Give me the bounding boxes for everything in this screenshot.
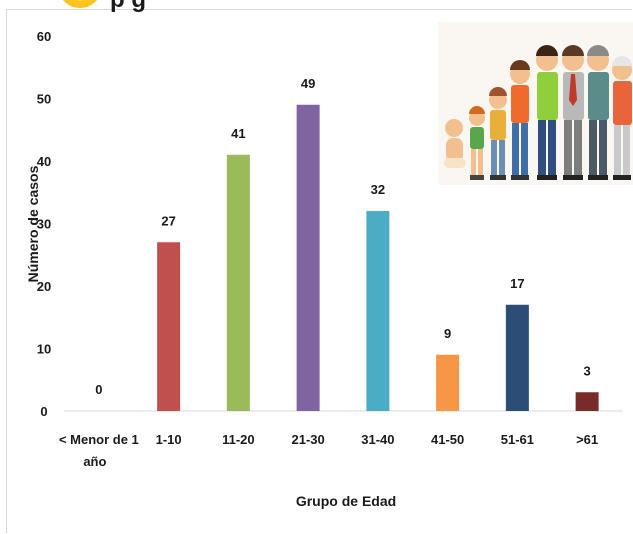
bar: [505, 304, 529, 411]
data-label: 27: [161, 213, 175, 228]
x-tick-label: 31-40: [361, 432, 394, 447]
data-label: 9: [444, 326, 451, 341]
x-tick-label: 1-10: [156, 432, 182, 447]
people-illustration: [438, 22, 633, 185]
y-axis-title: Número de casos: [25, 165, 41, 282]
bar: [366, 211, 390, 411]
cropped-title: p g: [110, 0, 146, 14]
bar: [226, 154, 250, 411]
data-label: 3: [584, 363, 591, 378]
data-label: 17: [510, 276, 524, 291]
y-tick-label: 20: [37, 279, 51, 294]
data-label: 0: [95, 382, 102, 397]
x-tick-label: >61: [576, 432, 598, 447]
y-tick-label: 0: [40, 404, 47, 419]
middle-aged-figure: [587, 45, 609, 180]
businessman-figure: [562, 45, 584, 180]
bar: [296, 104, 320, 411]
y-tick-label: 60: [37, 29, 51, 44]
data-label: 32: [371, 182, 385, 197]
bar: [575, 392, 599, 411]
x-tick-label: 41-50: [431, 432, 464, 447]
child-figure: [469, 106, 485, 180]
teen-figure: [510, 60, 530, 180]
x-tick-label: < Menor de 1 año: [59, 432, 139, 469]
y-tick-label: 30: [37, 217, 51, 232]
baby-figure: [444, 119, 466, 168]
elderly-figure: [612, 56, 632, 180]
data-label: 41: [231, 126, 245, 141]
x-tick-label: 21-30: [292, 432, 325, 447]
x-tick-label: 11-20: [222, 432, 255, 447]
adult-figure: [536, 45, 558, 180]
chart-area-border: [6, 9, 632, 533]
kid-figure: [489, 87, 507, 180]
x-axis-title: Grupo de Edad: [296, 493, 396, 509]
y-tick-label: 10: [37, 342, 51, 357]
data-label: 49: [301, 76, 315, 91]
bar: [157, 242, 181, 411]
bar: [436, 354, 460, 411]
sun-icon: [58, 0, 102, 8]
y-tick-label: 50: [37, 92, 51, 107]
x-tick-label: 51-61: [501, 432, 534, 447]
y-tick-label: 40: [37, 154, 51, 169]
